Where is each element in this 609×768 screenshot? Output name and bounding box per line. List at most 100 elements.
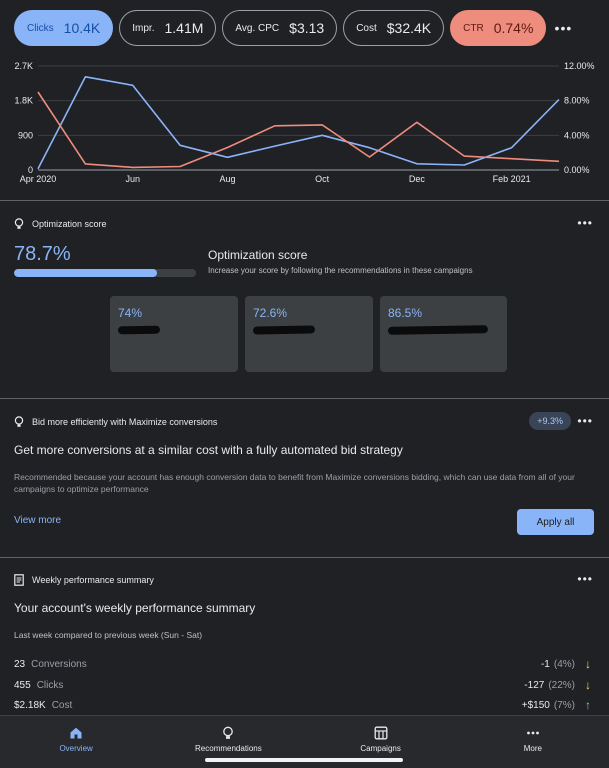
view-more-link[interactable]: View more	[14, 515, 62, 526]
campaign-card[interactable]: 74%	[110, 296, 238, 372]
chart-series-line-clicks	[37, 75, 560, 170]
chart-y-left-tick-label: 0	[28, 165, 33, 175]
bid-header-label: Bid more efficiently with Maximize conve…	[32, 417, 218, 427]
lightbulb-icon	[223, 726, 234, 739]
nav-recommendations[interactable]: Recommendations	[152, 716, 304, 768]
weekly-title: Your account's weekly performance summar…	[14, 601, 256, 615]
weekly-row-value: $2.18K	[14, 699, 46, 711]
nav-more[interactable]: More	[457, 716, 609, 768]
lightbulb-icon	[14, 218, 24, 229]
nav-label: Overview	[59, 744, 93, 753]
metric-value: $32.4K	[386, 20, 432, 36]
metric-chip-avg-cpc[interactable]: Avg. CPC $3.13	[222, 10, 338, 46]
more-icon	[526, 731, 539, 735]
chart-x-tick-label: Oct	[315, 174, 330, 184]
optimization-header-label: Optimization score	[32, 219, 107, 229]
chart-y-left-tick-label: 2.7K	[14, 61, 33, 71]
weekly-row-name: Clicks	[36, 679, 64, 691]
metric-value: $3.13	[289, 20, 325, 36]
divider	[0, 557, 609, 558]
nav-overview[interactable]: Overview	[0, 716, 152, 768]
arrow-down-icon: ↓	[585, 678, 591, 692]
chart-y-right-tick-label: 12.00%	[564, 61, 595, 71]
metric-chip-clicks[interactable]: Clicks 10.4K	[14, 10, 114, 46]
arrow-up-icon: ↑	[585, 698, 591, 712]
chart-x-tick-label: Apr 2020	[20, 174, 57, 184]
campaign-name-redacted	[387, 325, 489, 335]
nav-label: Campaigns	[360, 744, 401, 753]
chart-y-right-tick-label: 4.00%	[564, 130, 590, 140]
campaign-card[interactable]: 72.6%	[245, 296, 373, 372]
chart-x-tick-label: Aug	[219, 174, 235, 184]
chart-y-left-tick-label: 1.8K	[14, 96, 33, 106]
bid-card-header: Bid more efficiently with Maximize conve…	[14, 416, 217, 428]
metric-value: 0.74%	[493, 20, 534, 36]
weekly-row-change: -127	[524, 679, 545, 691]
chart-y-right-tick-label: 0.00%	[564, 165, 590, 175]
metric-value: 10.4K	[63, 20, 101, 36]
metric-chip-impressions[interactable]: Impr. 1.41M	[119, 10, 217, 46]
chart-y-right-tick-label: 8.00%	[564, 96, 590, 106]
document-icon	[14, 574, 24, 586]
campaign-score: 72.6%	[253, 306, 288, 320]
optimization-title: Optimization score	[208, 248, 308, 262]
lightbulb-icon	[14, 416, 24, 427]
optimization-score-value: 78.7%	[14, 243, 71, 265]
metric-chip-ctr[interactable]: CTR 0.74%	[450, 10, 547, 46]
home-indicator	[205, 758, 403, 762]
metric-value: 1.41M	[164, 20, 204, 36]
weekly-row-value: 23	[14, 658, 26, 670]
weekly-row-value: 455	[14, 679, 31, 691]
optimization-score-bar	[14, 269, 196, 277]
metric-label: Cost	[356, 22, 377, 34]
weekly-row-name: Conversions	[31, 658, 87, 670]
chart-x-tick-label: Jun	[125, 174, 140, 184]
weekly-row-change: +$150	[521, 699, 550, 711]
optimization-more-icon[interactable]: •••	[577, 216, 593, 230]
campaign-card[interactable]: 86.5%	[380, 296, 507, 372]
bid-description: Recommended because your account has eno…	[14, 472, 575, 494]
campaign-name-redacted	[252, 325, 316, 335]
metric-label: Impr.	[132, 22, 155, 34]
nav-label: Recommendations	[195, 744, 262, 753]
campaign-score: 86.5%	[388, 306, 423, 320]
weekly-row-change-pct: (22%)	[548, 679, 575, 691]
nav-campaigns[interactable]: Campaigns	[305, 716, 457, 768]
weekly-row-change: -1	[540, 658, 550, 670]
metric-chips: Clicks 10.4K Impr. 1.41M Avg. CPC $3.13 …	[14, 9, 601, 47]
weekly-card-header: Weekly performance summary	[14, 574, 154, 586]
uplift-badge: +9.3%	[529, 412, 571, 430]
campaign-score: 74%	[118, 306, 143, 320]
weekly-more-icon[interactable]: •••	[577, 572, 593, 586]
weekly-subtitle: Last week compared to previous week (Sun…	[14, 630, 203, 640]
home-icon	[70, 727, 82, 739]
performance-chart-svg: 0 0.00% 900 4.00% 1.8K 8.00% 2.7K 12.00% Apr 202…	[14, 61, 595, 184]
divider	[0, 398, 609, 399]
apply-all-button[interactable]: Apply all	[517, 509, 594, 535]
metric-label: Avg. CPC	[235, 22, 280, 34]
performance-chart: 0 0.00% 900 4.00% 1.8K 8.00% 2.7K 12.00% Apr 202…	[0, 56, 609, 191]
weekly-row-change-pct: (7%)	[553, 699, 575, 711]
bid-more-icon[interactable]: •••	[577, 414, 593, 428]
metric-label: CTR	[463, 22, 484, 34]
weekly-header-label: Weekly performance summary	[32, 575, 154, 585]
bottom-navigation: Overview Recommendations Campaigns More	[0, 715, 609, 768]
chart-x-tick-label: Dec	[409, 174, 426, 184]
bid-title: Get more conversions at a similar cost w…	[14, 443, 403, 457]
optimization-card-header: Optimization score	[14, 218, 107, 230]
optimization-description: Increase your score by following the rec…	[208, 266, 473, 275]
chart-y-left-tick-label: 900	[18, 130, 33, 140]
nav-label: More	[523, 744, 542, 753]
weekly-row-clicks: 455 Clicks -127 (22%) ↓	[14, 678, 593, 692]
optimization-score-fill	[14, 269, 158, 277]
chart-series-line-ctr	[37, 91, 560, 169]
weekly-row-name: Cost	[51, 699, 73, 711]
chart-x-tick-label: Feb 2021	[493, 174, 531, 184]
campaigns-icon	[374, 726, 388, 740]
metric-chip-cost[interactable]: Cost $32.4K	[343, 10, 445, 46]
arrow-down-icon: ↓	[585, 657, 591, 671]
divider	[0, 200, 609, 201]
metric-label: Clicks	[27, 22, 54, 34]
campaign-name-redacted	[117, 325, 161, 335]
metrics-more-icon[interactable]: •••	[554, 20, 573, 36]
